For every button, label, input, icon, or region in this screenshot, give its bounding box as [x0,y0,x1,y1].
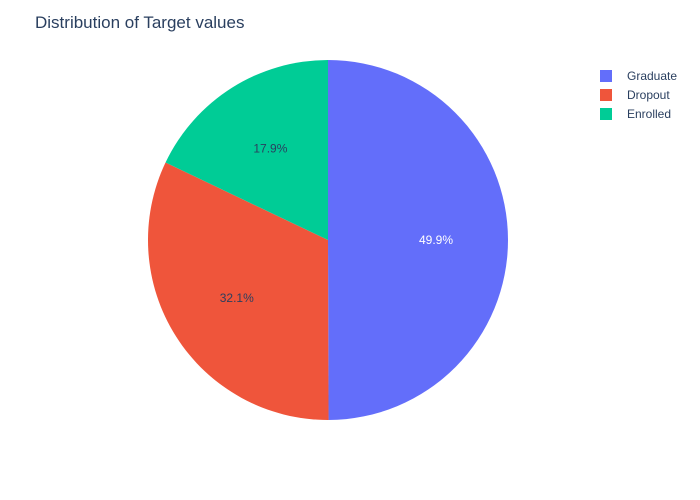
legend-label: Dropout [627,87,670,102]
legend-label: Graduate [627,68,678,83]
legend-item-dropout[interactable]: Dropout [600,85,677,104]
pie-slice-graduate[interactable] [328,60,508,420]
slice-label-dropout: 32.1% [220,291,254,305]
legend-swatch [600,107,612,120]
pie-slice-dropout[interactable] [148,162,329,420]
legend-swatch [600,88,612,101]
legend-item-graduate[interactable]: Graduate [600,66,677,85]
slice-label-enrolled: 17.9% [253,142,287,156]
legend-swatch [600,69,612,82]
pie-slice-labels: 49.9% 32.1% 17.9% [220,142,454,305]
chart-title: Distribution of Target values [35,13,245,32]
pie-slice-enrolled[interactable] [165,60,328,240]
legend-label: Enrolled [627,106,672,121]
slice-label-graduate: 49.9% [419,233,453,247]
legend: Graduate Dropout Enrolled [600,66,677,123]
legend-item-enrolled[interactable]: Enrolled [600,104,677,123]
pie-slices [148,60,508,420]
